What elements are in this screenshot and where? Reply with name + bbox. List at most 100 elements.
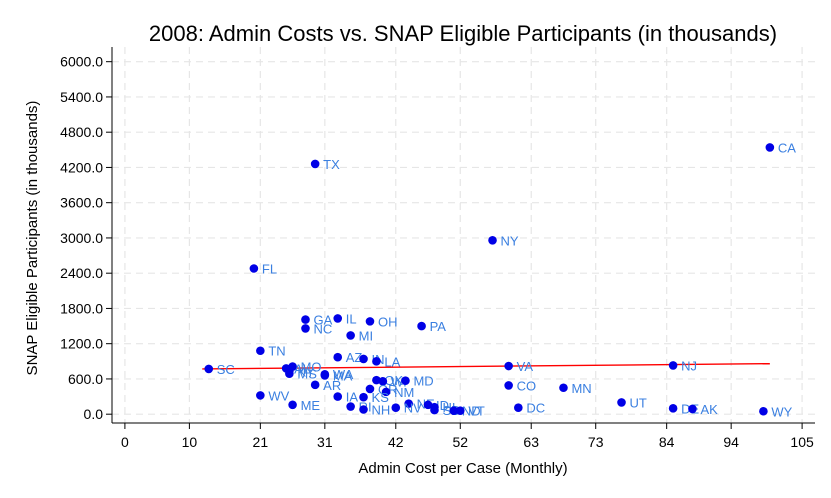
axes: 0.0 600.0 1200.0 1800.0 2400.0 3000.0 3600.0 42… <box>60 47 815 450</box>
data-point <box>381 387 391 397</box>
data-point <box>514 403 523 413</box>
data-point <box>401 376 410 386</box>
data-point-label: WY <box>771 404 792 419</box>
chart-title: 2008: Admin Costs vs. SNAP Eligible Part… <box>149 21 777 46</box>
data-point <box>423 400 433 410</box>
data-point-label: MS <box>297 367 317 382</box>
x-axis-title: Admin Cost per Case (Monthly) <box>358 460 567 477</box>
data-point <box>378 376 388 386</box>
x-tick-label: 73 <box>588 434 604 450</box>
data-point <box>359 392 368 402</box>
data-point <box>301 315 310 324</box>
data-point <box>310 380 320 390</box>
data-point <box>417 321 426 331</box>
data-point-label: NJ <box>681 358 697 373</box>
data-point-label: FL <box>262 261 277 276</box>
data-point-label: AL <box>294 361 310 376</box>
data-point-label: AR <box>323 378 341 393</box>
data-point-label: PA <box>430 319 447 334</box>
data-point <box>559 383 568 393</box>
data-point <box>359 354 368 364</box>
data-point-label: MN <box>571 381 591 396</box>
data-point <box>365 384 375 394</box>
y-tick-label: 0.0 <box>84 406 104 422</box>
data-point <box>320 371 330 380</box>
data-point-label: WV <box>268 388 289 403</box>
data-point <box>688 404 697 414</box>
data-point-label: UT <box>630 395 647 410</box>
data-point <box>455 406 465 415</box>
y-tick-label: 1200.0 <box>60 336 103 352</box>
data-point-label: VT <box>468 404 485 419</box>
data-point-label: AK <box>700 402 718 417</box>
data-point-label: SC <box>217 362 235 377</box>
data-point-label: NM <box>394 385 414 400</box>
data-point-label: KS <box>372 390 390 405</box>
data-point <box>333 392 343 401</box>
data-point-label: ME <box>301 398 321 413</box>
data-point <box>333 314 343 323</box>
data-point-label: IA <box>346 390 359 405</box>
data-point-label: NV <box>404 401 422 416</box>
data-point-label: NY <box>501 233 519 248</box>
data-point-label: AZ <box>346 350 363 365</box>
data-point <box>372 375 381 385</box>
data-point <box>391 403 401 413</box>
data-point-label: NH <box>372 402 391 417</box>
x-tick-label: 52 <box>452 434 468 450</box>
data-point <box>430 402 439 412</box>
data-point-label: MI <box>359 328 373 343</box>
x-tick-label: 63 <box>523 434 539 450</box>
data-point-label: VA <box>517 359 534 374</box>
data-point <box>310 159 320 169</box>
data-point <box>346 402 355 411</box>
data-point <box>346 331 355 340</box>
data-point <box>285 369 294 378</box>
data-point <box>249 264 259 273</box>
y-tick-label: 5400.0 <box>60 89 103 105</box>
data-point <box>488 235 497 245</box>
data-point-label: WA <box>333 367 354 382</box>
data-point-label: MA <box>333 368 353 383</box>
data-point-label: LA <box>384 354 400 369</box>
y-tick-label: 2400.0 <box>60 265 103 281</box>
y-axis-title: SNAP Eligible Participants (in thousands… <box>24 101 41 376</box>
data-point-label: OK <box>384 373 403 388</box>
data-point <box>668 404 678 413</box>
data-point <box>449 406 459 415</box>
x-tick-label: 21 <box>253 434 269 450</box>
y-tick-label: 6000.0 <box>60 54 103 70</box>
data-point <box>301 324 310 333</box>
data-point-label: DC <box>526 401 545 416</box>
data-point-label: CO <box>517 378 537 393</box>
data-point-label: TN <box>268 344 285 359</box>
y-tick-label: 4800.0 <box>60 124 103 140</box>
grid <box>112 47 815 423</box>
data-point-label: MD <box>413 374 433 389</box>
data-point-label: ND <box>462 404 481 419</box>
x-tick-label: 0 <box>121 434 129 450</box>
x-tick-label: 105 <box>790 434 814 450</box>
data-point <box>288 400 297 410</box>
data-point-label: KY <box>297 364 315 379</box>
x-tick-label: 10 <box>182 434 198 450</box>
data-point-label: NC <box>313 321 332 336</box>
data-point <box>333 352 343 362</box>
data-point-label: GA <box>313 313 332 328</box>
data-point <box>668 361 678 370</box>
data-point-label: CA <box>778 140 796 155</box>
y-tick-label: 3000.0 <box>60 230 103 246</box>
data-point-label: ID <box>436 398 449 413</box>
data-points: CATXNYFLILGAOHPANCMITNAZINLANJVASCMOALKY… <box>204 140 796 419</box>
data-point <box>359 405 368 414</box>
data-point <box>504 361 513 371</box>
data-point <box>617 398 626 407</box>
data-point-label: MO <box>301 360 322 375</box>
data-point-label: IL <box>346 311 357 326</box>
x-tick-label: 94 <box>723 434 739 450</box>
data-point-label: OH <box>378 314 398 329</box>
data-point <box>504 381 513 390</box>
data-point <box>204 364 214 374</box>
